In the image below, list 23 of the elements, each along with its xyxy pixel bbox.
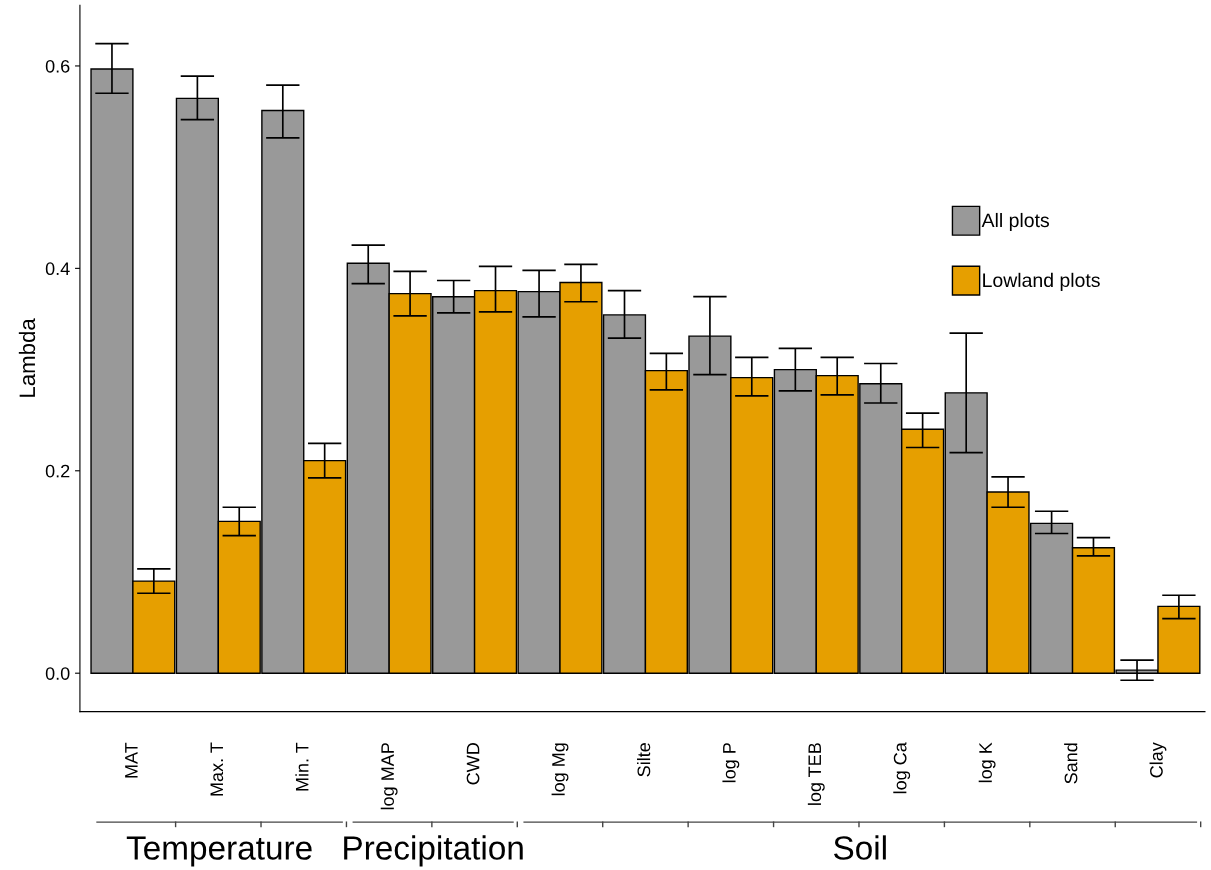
y-tick-label: 0.0 bbox=[45, 667, 70, 680]
x-tick-label: log MAP bbox=[380, 743, 398, 810]
x-tick-label: log K bbox=[978, 742, 996, 783]
y-tick-label: 0.4 bbox=[45, 262, 70, 276]
x-tick-label: Min. T bbox=[295, 742, 309, 791]
x-tick-label: log Mg bbox=[551, 743, 569, 796]
x-tick-label: Silte bbox=[637, 743, 651, 777]
x-tick-label: log Ca bbox=[893, 742, 911, 794]
x-tick-label: log P bbox=[722, 743, 740, 783]
legend-label: Lowland plots bbox=[983, 272, 1100, 291]
y-tick-label: 0.2 bbox=[45, 464, 70, 478]
x-tick-label: CWD bbox=[466, 743, 480, 785]
x-tick-label: MAT bbox=[125, 742, 138, 778]
y-tick-label: 0.6 bbox=[45, 59, 70, 73]
y-axis-title: Lambda bbox=[18, 318, 36, 397]
x-tick-label: log TEB bbox=[807, 743, 825, 805]
x-tick-label: Max. T bbox=[210, 742, 224, 796]
text: Soil bbox=[833, 835, 886, 860]
text: Precipitation bbox=[344, 835, 523, 867]
x-tick-label: Clay bbox=[1149, 742, 1167, 778]
x-tick-label: Sand bbox=[1064, 743, 1078, 784]
legend-label: All plots bbox=[981, 212, 1049, 232]
text: Temperature bbox=[126, 836, 312, 867]
